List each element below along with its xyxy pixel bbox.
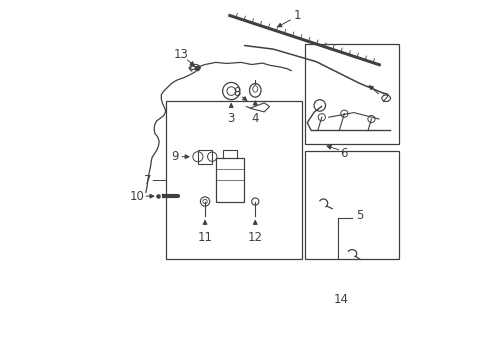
Text: 2: 2 [381, 92, 388, 105]
Text: 14: 14 [333, 293, 348, 306]
Text: 3: 3 [227, 112, 234, 125]
Text: 11: 11 [197, 231, 212, 244]
Text: 13: 13 [173, 48, 188, 61]
Bar [305, 44, 398, 144]
Text: 10: 10 [129, 190, 144, 203]
Text: 1: 1 [293, 9, 301, 22]
Bar [165, 101, 301, 259]
Text: 12: 12 [247, 231, 262, 244]
Text: 5: 5 [355, 209, 362, 222]
Bar [198, 149, 212, 164]
Text: 6: 6 [340, 147, 347, 159]
Text: 8: 8 [232, 86, 240, 99]
Text: 7: 7 [143, 174, 151, 186]
Text: 4: 4 [251, 112, 259, 125]
Bar [305, 151, 398, 259]
Text: 9: 9 [170, 150, 178, 163]
Bar [215, 158, 244, 202]
